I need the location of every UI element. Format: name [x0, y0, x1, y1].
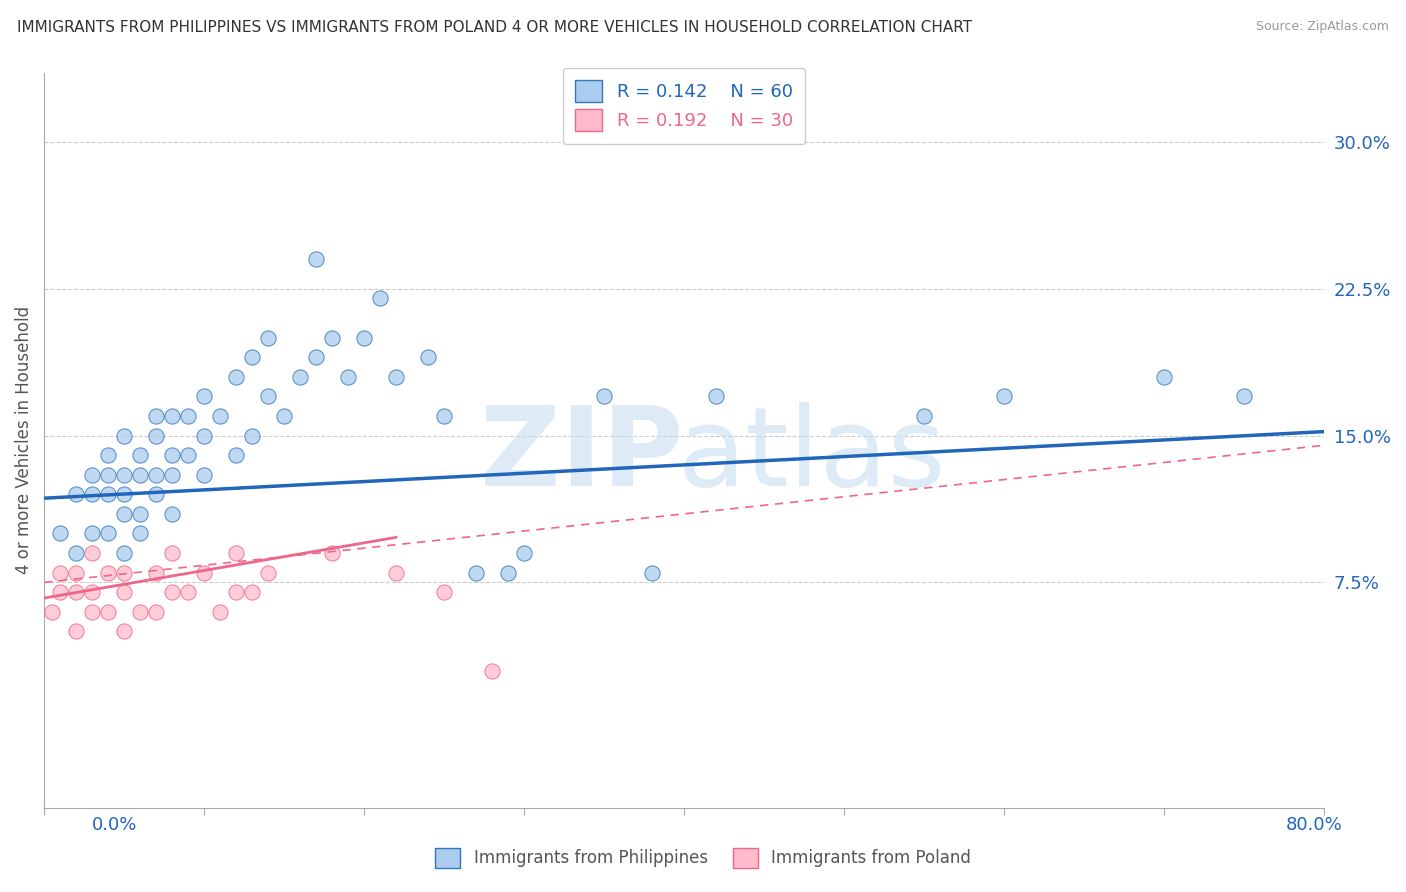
- Point: [321, 330, 343, 344]
- Point: [257, 389, 280, 403]
- Point: [177, 448, 200, 462]
- Point: [129, 526, 152, 541]
- Point: [305, 252, 328, 267]
- Point: [129, 605, 152, 619]
- Point: [112, 507, 135, 521]
- Point: [593, 389, 616, 403]
- Point: [240, 350, 263, 364]
- Point: [240, 585, 263, 599]
- Point: [145, 467, 167, 482]
- Point: [82, 487, 104, 501]
- Point: [129, 467, 152, 482]
- Point: [160, 546, 183, 560]
- Point: [97, 526, 120, 541]
- Point: [160, 585, 183, 599]
- Point: [112, 467, 135, 482]
- Point: [513, 546, 536, 560]
- Point: [337, 369, 360, 384]
- Point: [704, 389, 727, 403]
- Legend: R = 0.142    N = 60, R = 0.192    N = 30: R = 0.142 N = 60, R = 0.192 N = 30: [562, 68, 806, 145]
- Point: [145, 566, 167, 580]
- Y-axis label: 4 or more Vehicles in Household: 4 or more Vehicles in Household: [15, 306, 32, 574]
- Point: [65, 546, 87, 560]
- Point: [160, 467, 183, 482]
- Point: [257, 330, 280, 344]
- Point: [65, 624, 87, 639]
- Point: [225, 448, 247, 462]
- Point: [112, 585, 135, 599]
- Point: [82, 526, 104, 541]
- Point: [160, 507, 183, 521]
- Point: [112, 624, 135, 639]
- Point: [145, 428, 167, 442]
- Point: [496, 566, 519, 580]
- Point: [257, 566, 280, 580]
- Point: [225, 369, 247, 384]
- Point: [82, 546, 104, 560]
- Text: IMMIGRANTS FROM PHILIPPINES VS IMMIGRANTS FROM POLAND 4 OR MORE VEHICLES IN HOUS: IMMIGRANTS FROM PHILIPPINES VS IMMIGRANT…: [17, 20, 972, 35]
- Point: [129, 448, 152, 462]
- Point: [160, 448, 183, 462]
- Point: [433, 585, 456, 599]
- Point: [273, 409, 295, 423]
- Point: [481, 664, 503, 678]
- Point: [82, 605, 104, 619]
- Point: [385, 566, 408, 580]
- Point: [385, 369, 408, 384]
- Point: [65, 487, 87, 501]
- Point: [97, 566, 120, 580]
- Point: [49, 526, 72, 541]
- Point: [465, 566, 488, 580]
- Point: [82, 467, 104, 482]
- Point: [193, 428, 215, 442]
- Point: [41, 605, 63, 619]
- Point: [49, 585, 72, 599]
- Point: [82, 585, 104, 599]
- Point: [193, 467, 215, 482]
- Point: [288, 369, 311, 384]
- Point: [97, 605, 120, 619]
- Text: 80.0%: 80.0%: [1286, 816, 1343, 834]
- Point: [209, 409, 232, 423]
- Point: [145, 487, 167, 501]
- Point: [112, 546, 135, 560]
- Point: [145, 409, 167, 423]
- Point: [353, 330, 375, 344]
- Point: [225, 585, 247, 599]
- Point: [240, 428, 263, 442]
- Point: [416, 350, 439, 364]
- Legend: Immigrants from Philippines, Immigrants from Poland: Immigrants from Philippines, Immigrants …: [429, 841, 977, 875]
- Point: [97, 487, 120, 501]
- Point: [65, 566, 87, 580]
- Point: [97, 448, 120, 462]
- Point: [177, 409, 200, 423]
- Point: [368, 292, 391, 306]
- Point: [193, 566, 215, 580]
- Point: [1233, 389, 1256, 403]
- Point: [112, 487, 135, 501]
- Point: [49, 566, 72, 580]
- Point: [97, 467, 120, 482]
- Point: [177, 585, 200, 599]
- Point: [1153, 369, 1175, 384]
- Point: [321, 546, 343, 560]
- Point: [225, 546, 247, 560]
- Text: Source: ZipAtlas.com: Source: ZipAtlas.com: [1256, 20, 1389, 33]
- Text: atlas: atlas: [678, 401, 946, 508]
- Text: 0.0%: 0.0%: [91, 816, 136, 834]
- Point: [112, 566, 135, 580]
- Point: [433, 409, 456, 423]
- Text: ZIP: ZIP: [479, 401, 683, 508]
- Point: [129, 507, 152, 521]
- Point: [993, 389, 1015, 403]
- Point: [193, 389, 215, 403]
- Point: [145, 605, 167, 619]
- Point: [209, 605, 232, 619]
- Point: [160, 409, 183, 423]
- Point: [65, 585, 87, 599]
- Point: [305, 350, 328, 364]
- Point: [112, 428, 135, 442]
- Point: [641, 566, 664, 580]
- Point: [912, 409, 935, 423]
